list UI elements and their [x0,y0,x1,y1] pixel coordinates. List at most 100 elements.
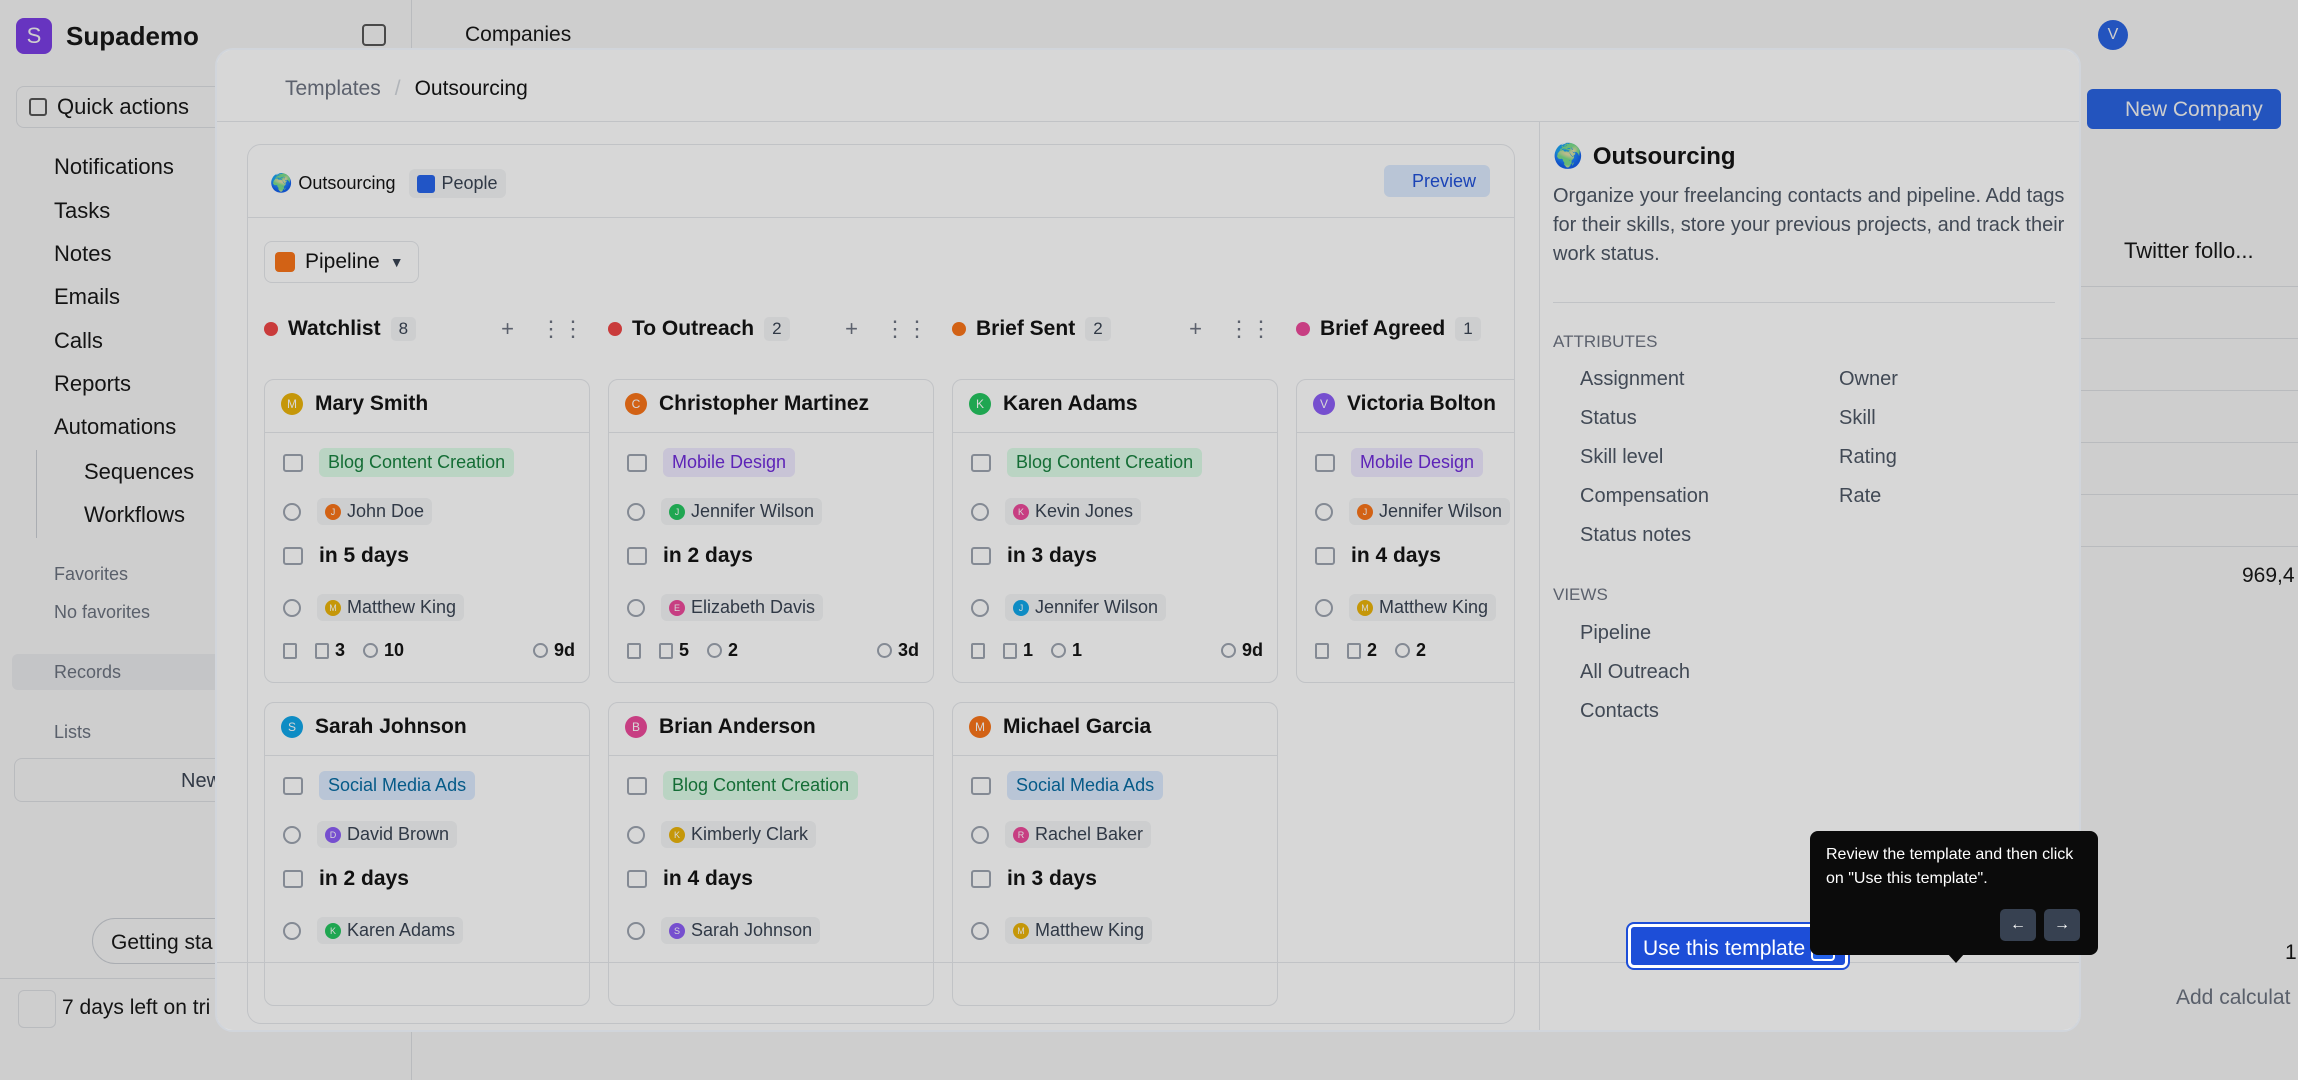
tooltip-next-button[interactable]: → [2044,909,2080,941]
breadcrumb-templates[interactable]: Templates [285,77,381,100]
due-date: in 3 days [1007,544,1097,567]
avatar: E [669,599,685,616]
tag-icon [283,776,303,795]
nav-tasks[interactable]: Tasks [54,198,111,223]
task-count: 1 [1023,640,1034,660]
record-card[interactable]: M Michael Garcia Social Media Ads R Rachel B… [952,702,1278,1006]
skill-tag: Social Media Ads [1007,771,1164,800]
task-count: 2 [1367,640,1378,660]
globe-icon: 🌍 [1553,143,1583,170]
owner-name: Kimberly Clark [691,824,809,844]
skill-tag: Blog Content Creation [663,771,859,800]
column-title: Brief Agreed [1320,317,1446,340]
new-company-button[interactable]: New Company [2087,89,2281,129]
no-favorites-text: No favorites [54,602,151,622]
comment-count: 2 [1416,640,1427,660]
column-count: 8 [390,317,417,341]
person-icon [283,825,301,844]
nav-notes[interactable]: Notes [54,241,112,266]
owner-name: Kevin Jones [1035,501,1134,521]
avatar: J [669,503,685,520]
column-count: 2 [764,317,790,341]
person-icon [971,825,989,844]
template-preview: 🌍 Outsourcing People Preview Pipeline ▼ … [247,144,1515,1024]
nav-workflows[interactable]: Workflows [84,502,186,527]
sidebar-toggle-icon[interactable] [362,24,386,46]
nav-sequences[interactable]: Sequences [84,459,195,484]
record-card[interactable]: M Mary Smith Blog Content Creation J John Do… [264,379,590,683]
status-dot [952,322,966,336]
person-icon [627,502,645,521]
record-card[interactable]: B Brian Anderson Blog Content Creation K Kim… [608,702,934,1006]
calendar-icon [971,547,991,565]
record-card[interactable]: S Sarah Johnson Social Media Ads D David Bro… [264,702,590,1006]
assignee-name: Matthew King [1379,597,1489,617]
drag-handle-icon[interactable]: ⋮⋮ [540,316,584,341]
workspace-logo: S [16,18,52,54]
owner-name: Jennifer Wilson [1379,501,1503,521]
kanban-column: Brief Sent 2 + ⋮⋮ [952,313,1278,345]
owner-pill: R Rachel Baker [1005,821,1152,848]
attribute-item: Status [1580,407,1637,429]
owner-name: Rachel Baker [1035,824,1144,844]
add-icon[interactable]: + [501,316,514,341]
trial-text[interactable]: 7 days left on tri [62,996,211,1019]
nav-automations[interactable]: Automations [54,414,177,439]
owner-pill: J Jennifer Wilson [661,498,823,525]
due-date: in 4 days [663,867,753,890]
record-name: Michael Garcia [1003,715,1152,738]
records-label: Records [54,662,122,682]
kanban-column: To Outreach 2 + ⋮⋮ [608,313,934,345]
task-count: 5 [679,640,690,660]
add-calculation-button[interactable]: Add calculat [2176,986,2291,1009]
task-check-icon [315,642,329,659]
assignee-pill: M Matthew King [1005,917,1153,944]
avatar: B [625,716,647,738]
skill-tag: Social Media Ads [319,771,476,800]
use-template-label: Use this template [1643,937,1806,960]
nav-emails[interactable]: Emails [54,284,121,309]
column-title: To Outreach [632,317,755,340]
quick-actions-button[interactable]: Quick actions [16,86,396,128]
add-icon[interactable]: + [1189,316,1202,341]
favorites-label: Favorites [54,564,129,584]
views-heading: VIEWS [1553,585,1608,604]
nav-reports[interactable]: Reports [54,371,132,396]
record-card[interactable]: V Victoria Bolton Mobile Design J Jennifer W… [1296,379,1514,683]
tooltip-prev-button[interactable]: ← [2000,909,2036,941]
owner-pill: J John Doe [317,498,433,525]
attribute-item: Owner [1839,368,1898,390]
record-card[interactable]: C Christopher Martinez Mobile Design J Jenni… [608,379,934,683]
add-icon[interactable]: + [845,316,858,341]
preview-button[interactable]: Preview [1384,165,1490,197]
drag-handle-icon[interactable]: ⋮⋮ [884,316,928,341]
record-card[interactable]: K Karen Adams Blog Content Creation K Kevin … [952,379,1278,683]
table-divider [2060,546,2298,547]
kanban-column: Brief Agreed 1 [1296,313,1514,345]
attribute-item: Skill [1839,407,1876,429]
attribute-item: Rate [1839,485,1882,507]
column-header: To Outreach 2 + ⋮⋮ [608,313,934,345]
avatar: M [281,393,303,415]
comment-icon [1051,643,1067,658]
column-header-twitter[interactable]: Twitter follo... [2124,238,2254,263]
drag-handle-icon[interactable]: ⋮⋮ [1228,316,1272,341]
clock-icon [1220,643,1236,658]
assign-user-icon [627,598,645,617]
nav-calls[interactable]: Calls [54,328,103,353]
due-date: in 3 days [1007,867,1097,890]
view-selector[interactable]: Pipeline ▼ [264,241,419,283]
nav-notifications[interactable]: Notifications [54,154,174,179]
owner-name: John Doe [347,501,425,521]
workspace-switcher[interactable]: S Supademo [16,18,199,54]
table-divider [2060,286,2298,287]
calendar-icon [283,547,303,565]
person-icon [1315,502,1333,521]
owner-pill: K Kimberly Clark [661,821,817,848]
divider [265,432,589,433]
user-avatar[interactable]: V [2098,20,2128,50]
status-dot [264,322,278,336]
tag-icon [627,776,647,795]
assign-user-icon [1315,598,1333,617]
file-icon [1315,642,1329,659]
